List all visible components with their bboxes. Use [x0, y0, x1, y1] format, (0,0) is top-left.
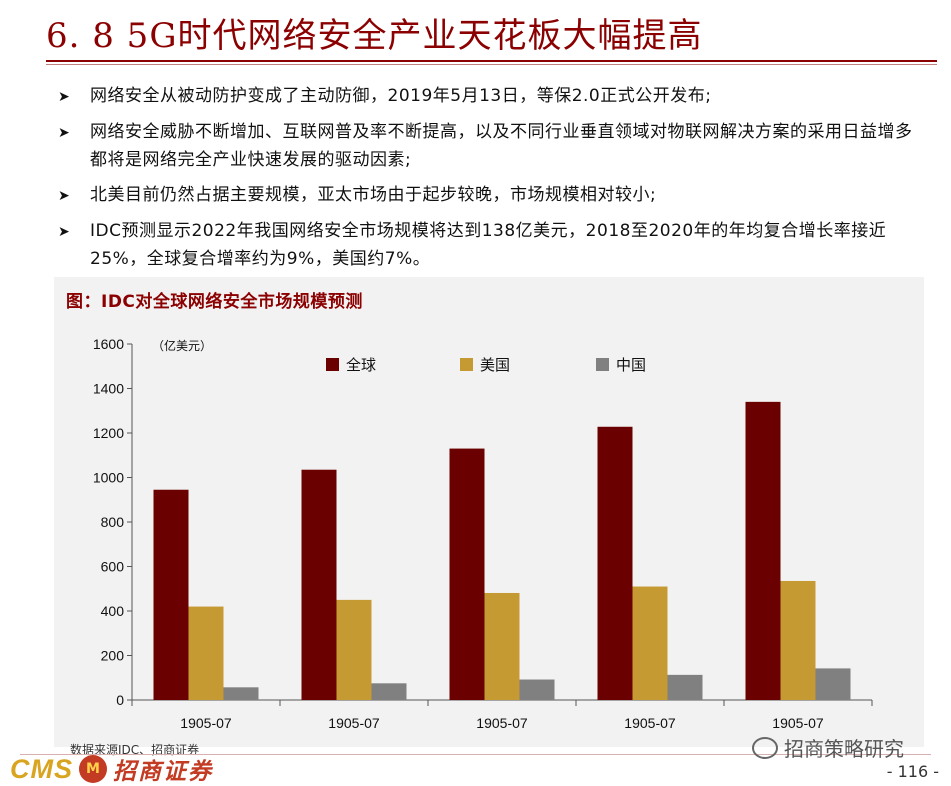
title-divider	[46, 60, 937, 62]
y-tick-label: 0	[116, 692, 124, 708]
arrow-bullet-icon: ➤	[58, 188, 70, 204]
bar	[667, 674, 703, 700]
logo-badge-icon: M	[79, 755, 107, 783]
y-tick-label: 600	[101, 559, 125, 575]
bar	[188, 606, 224, 700]
logo-chinese-text: 招商证券	[113, 758, 213, 785]
bullet-text: IDC预测显示2022年我国网络安全市场规模将达到138亿美元，2018至202…	[90, 221, 887, 269]
bar	[449, 448, 485, 700]
wechat-icon	[752, 736, 778, 759]
legend-swatch	[326, 358, 339, 371]
legend-label: 中国	[616, 356, 646, 374]
x-tick-label: 1905-07	[772, 715, 824, 731]
x-tick-label: 1905-07	[328, 715, 380, 731]
footer-divider	[20, 754, 931, 755]
bar	[371, 683, 407, 700]
wechat-account-name: 招商策略研究	[784, 737, 904, 761]
y-tick-label: 200	[101, 648, 125, 664]
bar	[632, 586, 668, 700]
legend-swatch	[596, 358, 609, 371]
y-tick-label: 1600	[93, 336, 124, 352]
legend-label: 全球	[346, 356, 376, 374]
bullet-list: ➤ 网络安全从被动防护变成了主动防御，2019年5月13日，等保2.0正式公开发…	[58, 82, 918, 280]
bar	[153, 489, 189, 700]
bullet-text: 北美目前仍然占据主要规模，亚太市场由于起步较晚，市场规模相对较小;	[90, 185, 657, 205]
arrow-bullet-icon: ➤	[58, 125, 70, 141]
page-number: - 116 -	[886, 762, 939, 781]
bullet-text: 网络安全威胁不断增加、互联网普及率不断提高，以及不同行业垂直领域对物联网解决方案…	[90, 122, 913, 170]
source-note: 数据来源IDC、招商证券	[70, 743, 200, 757]
y-tick-label: 1000	[93, 470, 124, 486]
wechat-watermark: 招商策略研究	[752, 733, 904, 762]
y-tick-label: 1200	[93, 425, 124, 441]
bullet-item: ➤ IDC预测显示2022年我国网络安全市场规模将达到138亿美元，2018至2…	[58, 217, 918, 273]
bar	[780, 580, 816, 700]
company-logo: CMS M 招商证券	[10, 752, 213, 786]
bar	[336, 599, 372, 700]
bullet-item: ➤ 北美目前仍然占据主要规模，亚太市场由于起步较晚，市场规模相对较小;	[58, 181, 918, 210]
arrow-bullet-icon: ➤	[58, 224, 70, 240]
bar	[815, 668, 851, 700]
page-title: 6. 8 5G时代网络安全产业天花板大幅提高	[46, 16, 703, 56]
bar	[519, 679, 555, 700]
x-tick-label: 1905-07	[180, 715, 232, 731]
bullet-item: ➤ 网络安全从被动防护变成了主动防御，2019年5月13日，等保2.0正式公开发…	[58, 82, 918, 111]
bar	[223, 687, 259, 700]
chart-title: 图：IDC对全球网络安全市场规模预测	[66, 292, 363, 312]
y-tick-label: 400	[101, 603, 125, 619]
bullet-text: 网络安全从被动防护变成了主动防御，2019年5月13日，等保2.0正式公开发布;	[90, 86, 712, 106]
legend-swatch	[460, 358, 473, 371]
arrow-bullet-icon: ➤	[58, 89, 70, 105]
legend-label: 美国	[480, 356, 510, 374]
bar-chart: 0 200 400 600 800 1000 1200 1400 1600 （亿美元） 1905-0…	[93, 336, 873, 731]
bar	[301, 469, 337, 700]
bullet-item: ➤ 网络安全威胁不断增加、互联网普及率不断提高，以及不同行业垂直领域对物联网解决…	[58, 118, 918, 174]
bar	[597, 426, 633, 700]
y-tick-label: 800	[101, 514, 125, 530]
title-divider-thin	[46, 64, 937, 65]
bar	[745, 401, 781, 700]
logo-cms-text: CMS	[10, 753, 73, 784]
x-tick-label: 1905-07	[624, 715, 676, 731]
bar	[484, 592, 520, 700]
x-tick-label: 1905-07	[476, 715, 528, 731]
y-unit-label: （亿美元）	[152, 338, 212, 353]
y-tick-label: 1400	[93, 381, 124, 397]
